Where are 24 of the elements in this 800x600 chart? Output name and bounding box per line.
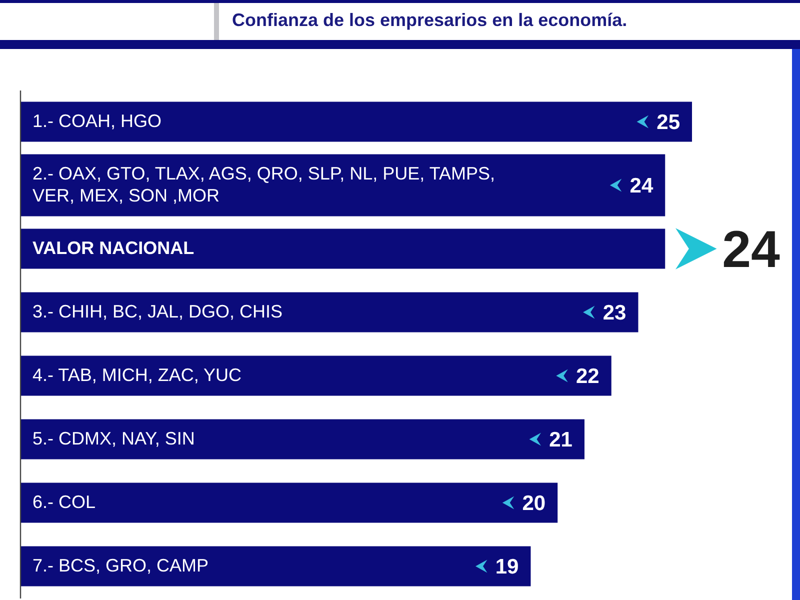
bar xyxy=(20,102,692,142)
y-tick-label: 7.- BCS, GRO, CAMP xyxy=(32,555,209,576)
y-tick-label: 3.- CHIH, BC, JAL, DGO, CHIS xyxy=(32,301,283,322)
bar xyxy=(20,482,558,523)
data-label: 19 xyxy=(495,555,519,578)
y-tick-label: 6.- COL xyxy=(32,492,96,512)
data-label: 21 xyxy=(549,428,573,452)
y-tick-label: 1.- COAH, HGO xyxy=(32,110,162,131)
data-label: 22 xyxy=(576,364,600,388)
y-tick-label: 5.- CDMX, NAY, SIN xyxy=(32,428,195,448)
chart-title: Confianza de los empresarios en la economía. xyxy=(232,10,628,30)
bar xyxy=(20,292,638,332)
data-label: 23 xyxy=(602,301,626,324)
y-tick-label: VALOR NACIONAL xyxy=(32,238,194,258)
data-label: 25 xyxy=(656,110,680,134)
bar xyxy=(20,228,666,269)
y-tick-label: 2.- OAX, GTO, TLAX, AGS, QRO, SLP, NL, PUE, TAMPS, VER, MEX, SON ,MOR xyxy=(32,163,495,206)
bar xyxy=(20,546,531,586)
data-label: 20 xyxy=(522,492,546,515)
bar xyxy=(20,419,584,460)
annotation: 24 xyxy=(722,220,780,279)
data-label: 24 xyxy=(630,174,654,198)
bar xyxy=(20,356,612,396)
y-tick-label: 4.- TAB, MICH, ZAC, YUC xyxy=(32,364,242,385)
